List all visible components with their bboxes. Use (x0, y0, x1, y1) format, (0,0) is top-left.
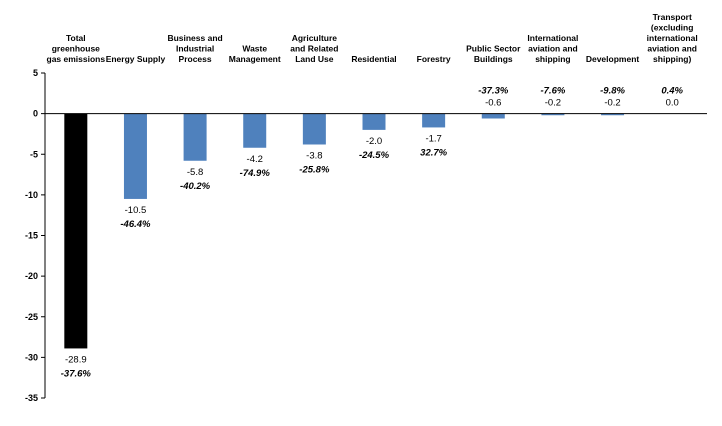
percent-label: 0.4% (661, 86, 683, 97)
percent-label: -7.6% (540, 86, 565, 97)
y-tick-label: 0 (33, 109, 38, 119)
category-label: Transport (excluding international aviation… (647, 12, 698, 64)
percent-label: -25.8% (299, 165, 330, 176)
category-label-line: Waste (242, 44, 267, 54)
bar (481, 113, 505, 119)
bar (243, 113, 267, 148)
category-label-line: shipping) (653, 54, 691, 64)
category-label-line: Development (586, 54, 640, 64)
category-label-line: Public Sector (466, 44, 521, 54)
y-tick-label: -10 (25, 190, 38, 200)
category-label-line: Residential (351, 54, 396, 64)
value-label: -0.2 (545, 98, 561, 109)
value-label: -3.8 (306, 151, 322, 162)
category-label: Waste Management (229, 44, 281, 65)
category-label-line: Forestry (417, 54, 451, 64)
value-labels: -28.9 -37.6% -10.5 -46.4% -5.8 -40.2% -4.2 -74.… (61, 86, 684, 380)
percent-label: -40.2% (180, 181, 211, 192)
category-label: Public Sector Buildings (466, 44, 521, 65)
category-label-line: Management (229, 54, 281, 64)
y-tick-label: -30 (25, 352, 38, 362)
category-label-line: aviation and (647, 44, 697, 54)
category-label-line: and Related (290, 44, 338, 54)
category-label-line: Buildings (474, 54, 513, 64)
category-label: International aviation and shipping (527, 33, 578, 64)
category-label-line: (excluding (651, 23, 694, 33)
bar (601, 113, 625, 116)
category-label-line: aviation and (528, 44, 578, 54)
value-label: -2.0 (366, 136, 382, 147)
value-label: -4.2 (247, 154, 263, 165)
category-label-line: Business and (167, 33, 222, 43)
y-tick-label: -35 (25, 393, 38, 403)
bars (64, 113, 625, 349)
value-label: -28.9 (65, 354, 87, 365)
bar (302, 113, 326, 145)
category-label: Development (586, 54, 640, 64)
bar (541, 113, 565, 116)
category-label-line: gas emissions (47, 54, 106, 64)
value-label: -1.7 (425, 133, 441, 144)
category-label-line: greenhouse (52, 44, 100, 54)
y-tick-label: -25 (25, 312, 38, 322)
percent-label: -24.5% (359, 150, 390, 161)
percent-label: 32.7% (420, 147, 447, 158)
category-label: Total greenhouse gas emissions (47, 33, 106, 64)
category-label: Forestry (417, 54, 451, 64)
y-tick-label: -15 (25, 231, 38, 241)
bar (123, 113, 147, 199)
category-label: Business and Industrial Process (167, 33, 222, 64)
category-label-line: Process (179, 54, 212, 64)
y-tick-label: -20 (25, 271, 38, 281)
category-label: Residential (351, 54, 396, 64)
bar (422, 113, 446, 128)
y-axis: 5 0 -5 -10 -15 -20 -25 -30 -35 (25, 68, 46, 403)
value-label: -10.5 (125, 205, 147, 216)
value-label: -0.2 (604, 98, 620, 109)
category-label-line: shipping (535, 54, 570, 64)
y-tick-label: -5 (30, 149, 38, 159)
percent-label: -37.6% (61, 368, 92, 379)
category-label-line: Energy Supply (106, 54, 166, 64)
bar (183, 113, 207, 161)
category-label-line: Industrial (176, 44, 214, 54)
value-label: 0.0 (666, 98, 679, 109)
category-label-line: Land Use (295, 54, 334, 64)
y-tick-label: 5 (33, 68, 38, 78)
percent-label: -74.9% (240, 168, 271, 179)
value-label: -0.6 (485, 98, 501, 109)
category-label-line: International (527, 33, 578, 43)
percent-label: -37.3% (478, 86, 509, 97)
bar (362, 113, 386, 130)
category-labels: Total greenhouse gas emissions Energy Suppl… (47, 12, 698, 64)
percent-label: -9.8% (600, 86, 625, 97)
category-label-line: Transport (653, 12, 692, 22)
category-label: Agriculture and Related Land Use (290, 33, 338, 64)
category-label: Energy Supply (106, 54, 166, 64)
bar (64, 113, 88, 349)
category-label-line: Total (66, 33, 86, 43)
category-label-line: Agriculture (292, 33, 338, 43)
value-label: -5.8 (187, 167, 203, 178)
category-label-line: international (647, 33, 698, 43)
percent-label: -46.4% (120, 219, 151, 230)
